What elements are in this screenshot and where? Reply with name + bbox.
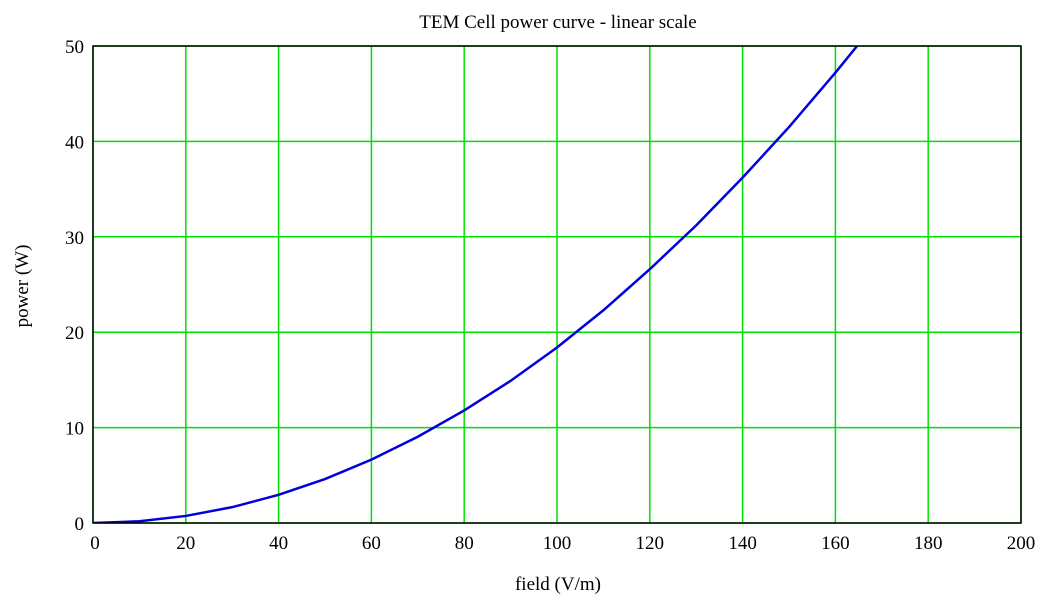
plot-frame <box>92 45 1022 524</box>
y-tick-label: 40 <box>65 132 84 153</box>
x-tick-label: 20 <box>176 533 195 554</box>
y-tick-label: 10 <box>65 419 84 440</box>
x-tick-label: 0 <box>90 533 100 554</box>
y-tick-label: 50 <box>65 37 84 58</box>
x-tick-label: 120 <box>636 533 665 554</box>
y-tick-label: 30 <box>65 228 84 249</box>
x-tick-label: 100 <box>543 533 572 554</box>
x-axis-label: field (V/m) <box>515 574 601 595</box>
x-tick-label: 180 <box>914 533 943 554</box>
y-tick-label: 20 <box>65 323 84 344</box>
grid <box>92 45 1022 524</box>
y-tick-label: 0 <box>75 514 85 535</box>
series-layer <box>93 46 859 523</box>
tick-labels: 0 20 40 60 80 100 120 140 160 180 200 0 10 20 30 40 50 <box>65 37 1035 554</box>
chart-title: TEM Cell power curve - linear scale <box>419 12 697 33</box>
x-tick-label: 60 <box>362 533 381 554</box>
y-axis-label: power (W) <box>12 245 33 328</box>
x-tick-label: 80 <box>455 533 474 554</box>
power-curve-line <box>93 46 859 523</box>
x-tick-label: 200 <box>1007 533 1036 554</box>
x-tick-label: 140 <box>728 533 757 554</box>
x-tick-label: 160 <box>821 533 850 554</box>
x-tick-label: 40 <box>269 533 288 554</box>
